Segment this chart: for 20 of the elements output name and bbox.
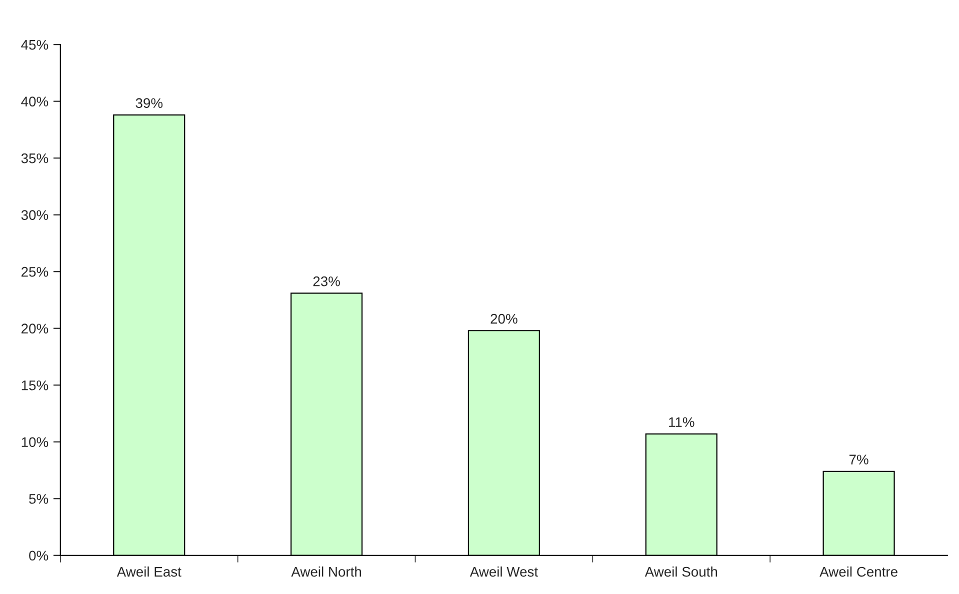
data-label: 39% [136,98,163,108]
y-tick-label: 0% [29,550,48,561]
y-tick-label: 30% [21,210,48,220]
data-label: 11% [669,417,694,427]
y-tick-label: 25% [22,266,48,277]
y-tick-label: 35% [21,153,48,164]
data-label: 7% [849,454,868,464]
x-tick-label: Aweil East [116,566,182,577]
y-tick-label: 45% [21,40,48,50]
x-tick-label: Aweil North [291,566,362,577]
y-tick-label: 5% [29,494,48,504]
x-tick-label: Aweil West [470,566,538,577]
x-tick-label: Aweil Centre [820,566,898,577]
data-label: 20% [490,314,518,324]
y-tick-label: 15% [22,380,48,390]
y-tick-label: 10% [22,437,48,448]
data-label: 23% [313,276,340,286]
y-tick-label: 40% [21,96,48,106]
y-tick-label: 20% [22,324,48,334]
x-tick-label: Aweil South [644,566,718,577]
